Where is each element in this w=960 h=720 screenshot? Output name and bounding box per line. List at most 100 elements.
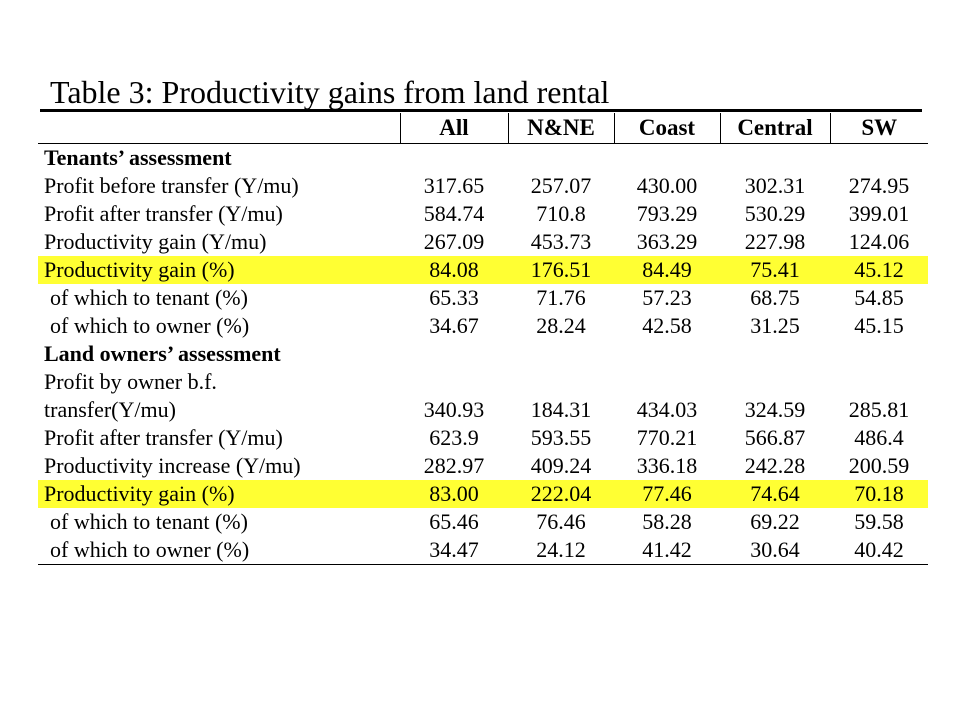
cell-value: 24.12 [508, 536, 614, 565]
cell-value: 45.15 [854, 313, 904, 338]
section-heading-row: Land owners’ assessment [38, 340, 928, 368]
column-header-sw: SW [829, 113, 928, 144]
cell-value: 285.81 [848, 397, 910, 422]
column-header-all: All [399, 113, 508, 144]
table-row: of which to owner (%) 34.47 24.12 41.42 … [38, 536, 928, 565]
cell-value: 623.9 [429, 425, 479, 450]
cell-value: 770.21 [636, 425, 698, 450]
cell-value: 83.00 [400, 480, 508, 508]
table-row: transfer(Y/mu) 340.93 184.31 434.03 324.… [38, 396, 928, 424]
cell-value: 176.51 [508, 256, 614, 284]
cell-value: 34.47 [400, 536, 508, 565]
cell-value: 793.29 [636, 201, 698, 226]
highlighted-row: Productivity gain (%) 83.00 222.04 77.46… [38, 480, 928, 508]
slide-title: Table 3: Productivity gains from land re… [50, 74, 610, 110]
cell-value: 274.95 [848, 173, 910, 198]
row-label: Profit after transfer (Y/mu) [44, 425, 283, 450]
cell-value: 710.8 [536, 201, 586, 226]
row-label: Profit by owner b.f. [44, 369, 217, 394]
cell-value: 324.59 [744, 397, 806, 422]
table-row: Profit before transfer (Y/mu) 317.65 257… [38, 172, 928, 200]
cell-value: 200.59 [848, 453, 910, 478]
cell-value: 409.24 [530, 453, 592, 478]
column-header-coast: Coast [613, 113, 720, 144]
cell-value: 124.06 [848, 229, 910, 254]
highlighted-row: Productivity gain (%) 84.08 176.51 84.49… [38, 256, 928, 284]
cell-value: 184.31 [530, 397, 592, 422]
row-label: Profit after transfer (Y/mu) [44, 201, 283, 226]
row-label: transfer(Y/mu) [44, 397, 176, 422]
cell-value: 282.97 [423, 453, 485, 478]
cell-value: 41.42 [614, 536, 720, 565]
section-heading-owners: Land owners’ assessment [44, 341, 281, 366]
cell-value: 430.00 [636, 173, 698, 198]
cell-value: 65.33 [429, 285, 479, 310]
cell-value: 71.76 [536, 285, 586, 310]
cell-value: 40.42 [830, 536, 928, 565]
cell-value: 317.65 [423, 173, 485, 198]
cell-value: 58.28 [642, 509, 692, 534]
cell-value [830, 368, 928, 396]
table-row: Profit by owner b.f. [38, 368, 928, 396]
cell-value: 530.29 [744, 201, 806, 226]
table-row: Profit after transfer (Y/mu) 584.74 710.… [38, 200, 928, 228]
cell-value: 75.41 [720, 256, 830, 284]
cell-value: 70.18 [830, 480, 928, 508]
title-rule [40, 109, 922, 112]
cell-value: 65.46 [429, 509, 479, 534]
cell-value: 74.64 [720, 480, 830, 508]
cell-value: 57.23 [642, 285, 692, 310]
column-header-central: Central [719, 113, 830, 144]
table-row: Profit after transfer (Y/mu) 623.9 593.5… [38, 424, 928, 452]
section-heading-row: Tenants’ assessment [38, 144, 928, 173]
table-row: of which to owner (%) 34.67 28.24 42.58 … [38, 312, 928, 340]
column-header-label [38, 113, 400, 144]
row-label: Profit before transfer (Y/mu) [44, 173, 299, 198]
column-header-nne: N&NE [507, 113, 614, 144]
cell-value: 584.74 [423, 201, 485, 226]
table-row: of which to tenant (%) 65.46 76.46 58.28… [38, 508, 928, 536]
row-label: of which to tenant (%) [50, 509, 248, 534]
cell-value: 399.01 [848, 201, 910, 226]
row-label: of which to owner (%) [50, 313, 250, 338]
cell-value: 34.67 [429, 313, 479, 338]
cell-value [614, 368, 720, 396]
cell-value [400, 368, 508, 396]
cell-value: 566.87 [744, 425, 806, 450]
cell-value: 363.29 [636, 229, 698, 254]
cell-value: 267.09 [423, 229, 485, 254]
table-row: Productivity gain (Y/mu) 267.09 453.73 3… [38, 228, 928, 256]
row-label: Productivity increase (Y/mu) [44, 453, 301, 478]
row-label: Productivity gain (%) [38, 256, 400, 284]
cell-value: 222.04 [508, 480, 614, 508]
cell-value: 302.31 [744, 173, 806, 198]
cell-value: 69.22 [750, 509, 800, 534]
cell-value: 54.85 [854, 285, 904, 310]
cell-value: 242.28 [744, 453, 806, 478]
cell-value: 227.98 [744, 229, 806, 254]
cell-value: 77.46 [614, 480, 720, 508]
cell-value: 45.12 [830, 256, 928, 284]
cell-value: 31.25 [750, 313, 800, 338]
cell-value [720, 368, 830, 396]
cell-value: 84.08 [400, 256, 508, 284]
header-row: All N&NE Coast Central SW [38, 113, 928, 144]
table-row: Productivity increase (Y/mu) 282.97 409.… [38, 452, 928, 480]
cell-value: 28.24 [536, 313, 586, 338]
cell-value: 486.4 [854, 425, 904, 450]
cell-value: 336.18 [636, 453, 698, 478]
table-row: of which to tenant (%) 65.33 71.76 57.23… [38, 284, 928, 312]
cell-value: 30.64 [720, 536, 830, 565]
section-heading-tenants: Tenants’ assessment [44, 145, 232, 170]
row-label: Productivity gain (Y/mu) [44, 229, 267, 254]
cell-value [508, 368, 614, 396]
cell-value: 84.49 [614, 256, 720, 284]
cell-value: 42.58 [642, 313, 692, 338]
cell-value: 453.73 [530, 229, 592, 254]
productivity-table: All N&NE Coast Central SW Tenants’ asses… [38, 113, 928, 565]
cell-value: 76.46 [536, 509, 586, 534]
cell-value: 593.55 [530, 425, 592, 450]
cell-value: 59.58 [854, 509, 904, 534]
row-label: of which to owner (%) [38, 536, 400, 565]
row-label: Productivity gain (%) [38, 480, 400, 508]
